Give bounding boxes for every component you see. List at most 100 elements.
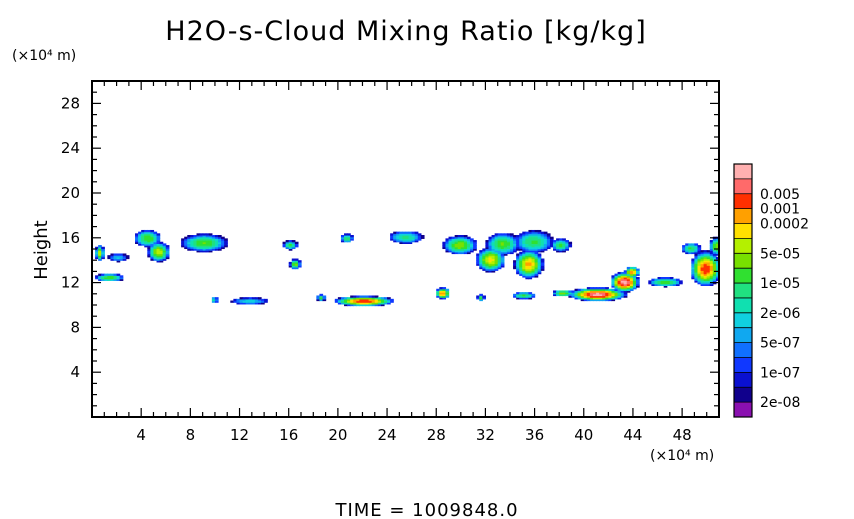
contour-cell [205, 250, 210, 253]
contour-cell [165, 245, 170, 248]
contour-cell [602, 290, 606, 293]
contour-cell [614, 273, 619, 276]
contour-cell [629, 287, 634, 290]
contour-cell [617, 287, 622, 290]
contour-cell [586, 288, 591, 292]
contour-cell [715, 268, 720, 271]
contour-cell [694, 248, 699, 251]
contour-cell [294, 245, 299, 248]
contour-cell [470, 248, 474, 251]
contour-cell [264, 300, 268, 303]
contour-cell [488, 241, 493, 244]
contour-cell [494, 236, 499, 239]
x-tick-label: 16 [279, 426, 298, 444]
contour-cell [208, 243, 213, 246]
contour-cell [648, 280, 652, 283]
contour-cell [528, 297, 533, 300]
colorbar-swatch [734, 208, 752, 224]
contour-cell [436, 290, 440, 293]
contour-cell [476, 255, 480, 258]
contour-cell [586, 293, 591, 297]
contour-cell [626, 277, 631, 280]
contour-cell [156, 256, 161, 260]
contour-cell [562, 246, 566, 250]
contour-cell [291, 241, 296, 244]
contour-cell [519, 258, 523, 261]
contour-cell [150, 253, 155, 256]
contour-cell [147, 233, 151, 236]
contour-cell [411, 238, 416, 241]
contour-cell [672, 282, 677, 285]
contour-cell [623, 292, 628, 295]
contour-cell [156, 236, 161, 239]
contour-cell [596, 287, 600, 290]
contour-cell [528, 261, 533, 265]
contour-cell [476, 263, 480, 266]
contour-cell [626, 270, 631, 273]
contour-cell [205, 235, 210, 238]
contour-cell [500, 261, 505, 265]
contour-cell [525, 265, 530, 268]
contour-cell [454, 240, 459, 243]
contour-cell [694, 251, 699, 255]
contour-cell [233, 300, 238, 303]
contour-cell [98, 255, 102, 258]
contour-cell [482, 255, 487, 258]
contour-cell [282, 243, 287, 246]
contour-cell [543, 243, 548, 246]
contour-cell [694, 256, 699, 260]
contour-cell [353, 302, 357, 305]
contour-cell [165, 255, 170, 258]
contour-cell [147, 236, 151, 239]
contour-cell [497, 255, 502, 258]
contour-cell [476, 258, 480, 261]
contour-cell [242, 302, 247, 305]
contour-cell [617, 271, 622, 275]
contour-cell [491, 265, 496, 268]
contour-cell [371, 295, 376, 298]
contour-cell [488, 260, 493, 263]
contour-cell [494, 246, 499, 250]
contour-cell [531, 258, 536, 261]
contour-cell [626, 290, 631, 293]
contour-cell [629, 280, 634, 283]
contour-cell [135, 241, 139, 244]
contour-cell [660, 277, 665, 280]
contour-cell [405, 240, 410, 243]
contour-cell [525, 236, 530, 239]
contour-cell [187, 241, 191, 244]
contour-cell [510, 233, 514, 236]
contour-cell [347, 302, 351, 305]
contour-cell [546, 245, 551, 248]
contour-cell [470, 243, 474, 246]
contour-cell [571, 290, 576, 293]
contour-cell [193, 236, 198, 239]
contour-cell [119, 275, 124, 278]
contour-cell [411, 235, 416, 238]
contour-cell [390, 238, 394, 241]
contour-cell [632, 285, 637, 288]
contour-cell [614, 290, 619, 293]
contour-cell [463, 250, 468, 253]
contour-cell [316, 295, 321, 298]
contour-cell [611, 277, 616, 280]
contour-cell [534, 265, 539, 268]
contour-cell [393, 240, 397, 243]
contour-cell [479, 255, 483, 258]
contour-cell [528, 245, 533, 248]
contour-cell [537, 260, 542, 263]
contour-cell [110, 278, 115, 281]
contour-cell [546, 233, 551, 236]
contour-cell [534, 236, 539, 239]
contour-cell [439, 292, 443, 295]
contour-cell [439, 297, 443, 300]
contour-cell [537, 238, 542, 241]
contour-cell [534, 270, 539, 273]
contour-cell [712, 275, 717, 278]
contour-cell [534, 251, 539, 255]
contour-cell [193, 240, 198, 243]
contour-cell [445, 245, 450, 248]
contour-cell [543, 235, 548, 238]
contour-cell [101, 250, 105, 253]
contour-cell [709, 248, 714, 251]
